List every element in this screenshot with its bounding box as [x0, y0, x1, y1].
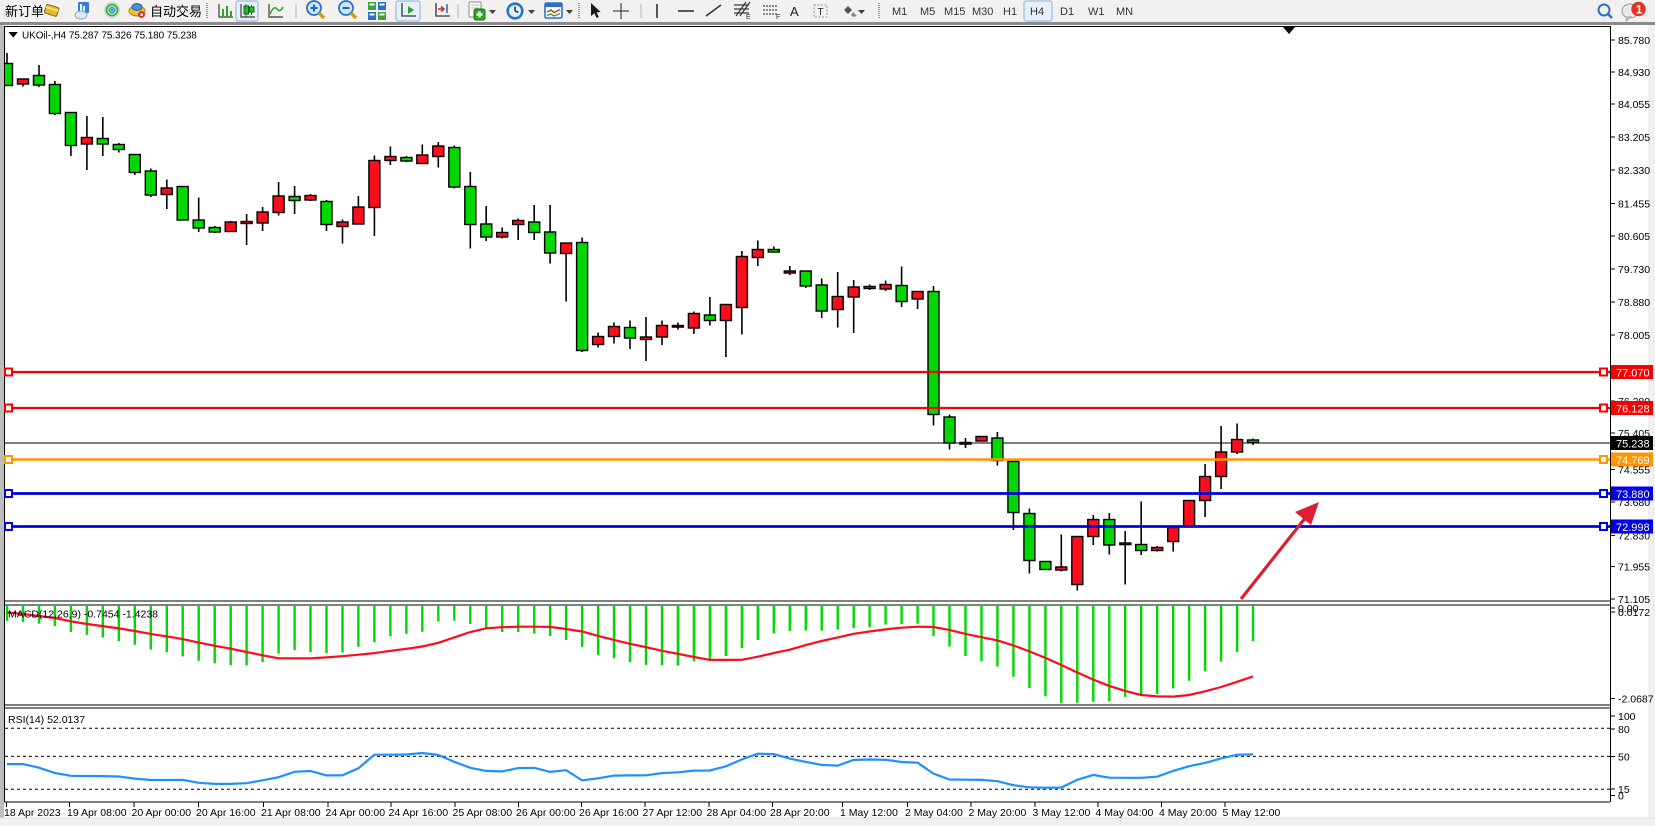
svg-text:E: E — [746, 14, 751, 21]
svg-text:80.605: 80.605 — [1618, 231, 1650, 243]
svg-text:M1: M1 — [892, 6, 907, 18]
svg-text:85.780: 85.780 — [1618, 35, 1650, 47]
svg-text:100: 100 — [1618, 711, 1636, 723]
svg-text:0.0172: 0.0172 — [1618, 607, 1650, 619]
svg-text:18 Apr 2023: 18 Apr 2023 — [4, 807, 61, 819]
svg-text:19 Apr 08:00: 19 Apr 08:00 — [67, 807, 127, 819]
svg-text:84.930: 84.930 — [1618, 67, 1650, 79]
svg-text:D1: D1 — [1060, 6, 1074, 18]
svg-text:M30: M30 — [972, 6, 993, 18]
svg-text:A: A — [790, 4, 799, 19]
svg-text:82.330: 82.330 — [1618, 165, 1650, 177]
svg-text:74.555: 74.555 — [1618, 465, 1650, 477]
svg-text:1: 1 — [1636, 3, 1643, 17]
svg-text:78.005: 78.005 — [1618, 330, 1650, 342]
svg-text:27 Apr 12:00: 27 Apr 12:00 — [643, 807, 703, 819]
svg-text:新订单: 新订单 — [5, 4, 44, 19]
svg-text:26 Apr 16:00: 26 Apr 16:00 — [579, 807, 639, 819]
svg-text:1 May 12:00: 1 May 12:00 — [840, 807, 898, 819]
svg-text:21 Apr 08:00: 21 Apr 08:00 — [261, 807, 321, 819]
svg-text:76.128: 76.128 — [1616, 404, 1650, 416]
svg-text:50: 50 — [1618, 752, 1630, 764]
svg-text:15: 15 — [1618, 784, 1630, 796]
svg-text:28 Apr 20:00: 28 Apr 20:00 — [770, 807, 830, 819]
svg-text:UKOil-,H4 75.287 75.326 75.18: UKOil-,H4 75.287 75.326 75.180 75.238 — [22, 31, 197, 42]
svg-text:75.238: 75.238 — [1616, 439, 1650, 451]
svg-text:0.00: 0.00 — [1618, 603, 1639, 615]
svg-text:25 Apr 08:00: 25 Apr 08:00 — [453, 807, 513, 819]
svg-text:4 May 20:00: 4 May 20:00 — [1159, 807, 1217, 819]
svg-text:24 Apr 16:00: 24 Apr 16:00 — [389, 807, 449, 819]
svg-text:MACD(12,26,9) -0.7454 -1.4238: MACD(12,26,9) -0.7454 -1.4238 — [8, 609, 158, 621]
svg-text:H4: H4 — [1030, 6, 1044, 18]
svg-text:80: 80 — [1618, 724, 1630, 736]
svg-text:20 Apr 00:00: 20 Apr 00:00 — [132, 807, 192, 819]
svg-text:3 May 12:00: 3 May 12:00 — [1033, 807, 1091, 819]
svg-text:79.730: 79.730 — [1618, 264, 1650, 276]
svg-text:24 Apr 00:00: 24 Apr 00:00 — [326, 807, 386, 819]
svg-text:M5: M5 — [920, 6, 935, 18]
svg-text:H1: H1 — [1003, 6, 1017, 18]
svg-text:自动交易: 自动交易 — [150, 4, 202, 19]
svg-text:83.205: 83.205 — [1618, 132, 1650, 144]
svg-text:-2.0687: -2.0687 — [1618, 694, 1654, 706]
svg-text:73.880: 73.880 — [1616, 489, 1650, 501]
svg-text:74.769: 74.769 — [1616, 455, 1650, 467]
svg-text:72.998: 72.998 — [1616, 522, 1650, 534]
svg-text:28 Apr 04:00: 28 Apr 04:00 — [707, 807, 767, 819]
svg-text:5 May 12:00: 5 May 12:00 — [1223, 807, 1281, 819]
svg-text:20 Apr 16:00: 20 Apr 16:00 — [196, 807, 256, 819]
svg-text:78.880: 78.880 — [1618, 297, 1650, 309]
svg-text:2 May 20:00: 2 May 20:00 — [969, 807, 1027, 819]
svg-text:71.955: 71.955 — [1618, 562, 1650, 574]
svg-text:RSI(14) 52.0137: RSI(14) 52.0137 — [8, 714, 85, 726]
svg-text:F: F — [776, 14, 780, 21]
svg-text:0: 0 — [1618, 791, 1624, 803]
svg-text:26 Apr 00:00: 26 Apr 00:00 — [516, 807, 576, 819]
svg-text:4 May 04:00: 4 May 04:00 — [1096, 807, 1154, 819]
svg-text:81.455: 81.455 — [1618, 199, 1650, 211]
svg-text:T: T — [818, 7, 824, 18]
svg-text:MN: MN — [1116, 6, 1133, 18]
svg-text:W1: W1 — [1088, 6, 1105, 18]
svg-text:71.105: 71.105 — [1618, 594, 1650, 606]
svg-text:84.055: 84.055 — [1618, 99, 1650, 111]
svg-text:M15: M15 — [944, 6, 965, 18]
svg-text:2 May 04:00: 2 May 04:00 — [905, 807, 963, 819]
svg-text:77.070: 77.070 — [1616, 368, 1650, 380]
